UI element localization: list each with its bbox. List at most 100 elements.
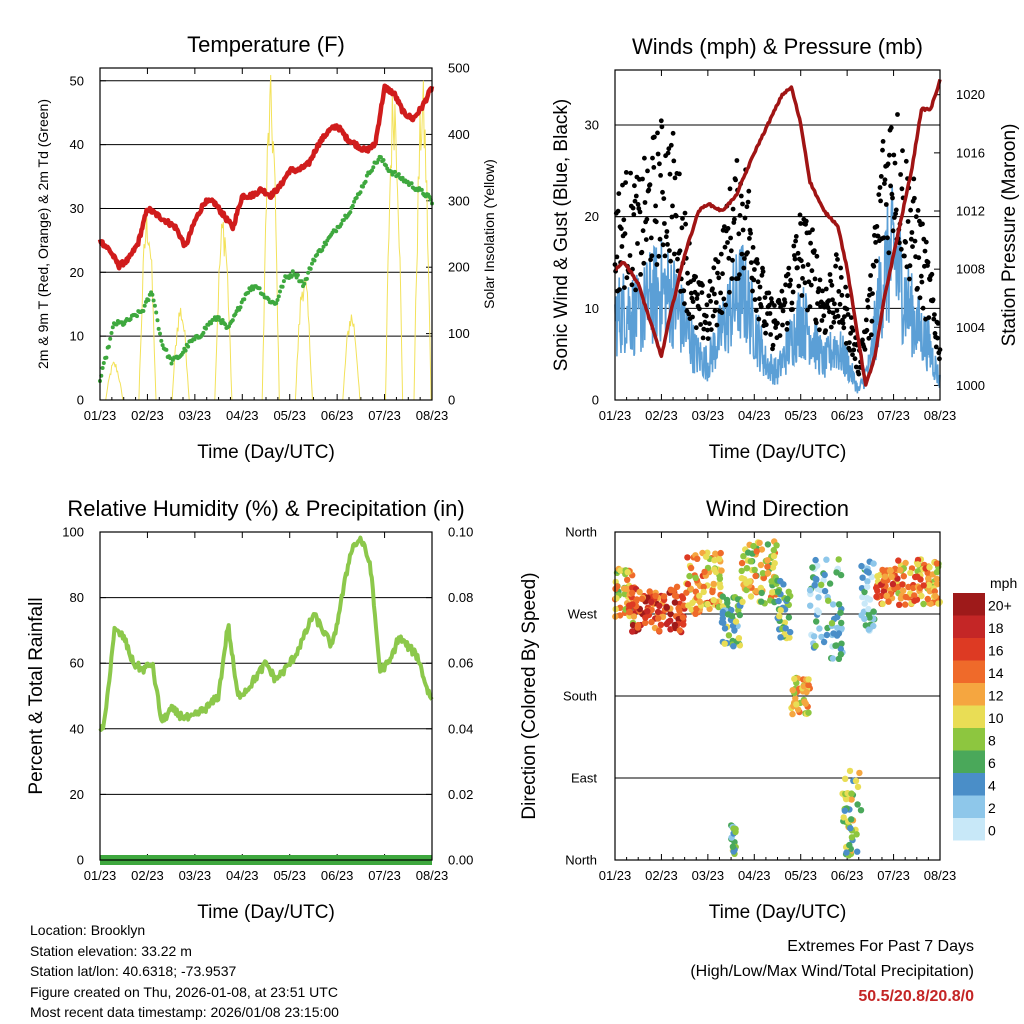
- dewpoint-point: [101, 361, 106, 365]
- gust-point: [783, 282, 788, 288]
- gust-point: [798, 258, 804, 264]
- gust-point: [707, 321, 712, 326]
- wind-direction-point: [743, 586, 750, 594]
- gust-point: [837, 301, 843, 307]
- wind-direction-point: [935, 600, 942, 607]
- gust-point: [733, 177, 738, 183]
- wind-direction-point: [684, 554, 691, 561]
- gust-point: [793, 234, 799, 239]
- wind-direction-point: [838, 619, 845, 627]
- gust-point: [643, 237, 649, 243]
- gust-point: [750, 245, 756, 250]
- wind-direction-point: [739, 598, 746, 605]
- gust-point: [779, 288, 785, 294]
- wind-direction-point: [675, 605, 682, 612]
- wind-direction-point: [863, 568, 871, 575]
- solar-insolation-spike: [214, 221, 233, 401]
- x-tick-label: 04/23: [738, 408, 771, 423]
- gust-point: [912, 195, 917, 201]
- dewpoint-point: [230, 318, 235, 323]
- x-tick-label: 07/23: [877, 408, 910, 423]
- gust-point: [758, 304, 764, 310]
- wind-direction-point: [821, 571, 828, 579]
- wind-direction-point: [757, 584, 765, 592]
- wind-direction-point: [731, 627, 738, 634]
- gust-point: [645, 168, 650, 174]
- gust-point: [903, 158, 909, 164]
- chart-title: Temperature (F): [187, 32, 345, 57]
- gust-point: [825, 305, 831, 311]
- dewpoint-point: [378, 155, 383, 160]
- gust-point: [745, 199, 751, 205]
- gust-point: [835, 313, 841, 319]
- wind-direction-point: [686, 572, 693, 580]
- gust-point: [757, 284, 763, 290]
- gust-point: [830, 310, 836, 316]
- gust-point: [780, 308, 786, 314]
- dewpoint-point: [361, 184, 365, 189]
- chart-title: Relative Humidity (%) & Precipitation (i…: [67, 496, 464, 521]
- gust-point: [802, 280, 808, 286]
- dewpoint-point: [183, 348, 188, 353]
- gust-point: [790, 307, 795, 312]
- gust-point: [635, 241, 640, 246]
- x-tick-label: 01/23: [599, 868, 632, 883]
- gust-point: [911, 176, 917, 182]
- wind-direction-point: [784, 595, 791, 603]
- wind-direction-point: [848, 834, 856, 841]
- dewpoint-point: [106, 344, 111, 349]
- x-tick-label: 06/23: [321, 868, 354, 883]
- solar-insolation-spike: [385, 93, 404, 401]
- gust-point: [621, 217, 627, 223]
- gust-point: [711, 265, 717, 271]
- wind-direction-point: [874, 573, 881, 580]
- dewpoint-point: [312, 258, 317, 263]
- wind-direction-point: [899, 581, 906, 588]
- gust-point: [808, 282, 814, 288]
- gust-point: [669, 214, 675, 220]
- gust-point: [668, 258, 673, 264]
- dewpoint-point: [220, 318, 225, 322]
- gust-point: [728, 235, 733, 241]
- gust-point: [706, 293, 712, 299]
- solar-insolation-spike: [261, 74, 280, 401]
- wind-direction-point: [902, 559, 909, 567]
- gust-point: [718, 290, 723, 296]
- solar-insolation-spike: [171, 307, 190, 401]
- gust-point: [922, 248, 928, 254]
- wind-direction-point: [789, 687, 796, 694]
- dewpoint-point: [109, 331, 114, 335]
- dewpoint-point: [150, 292, 155, 297]
- wind-direction-point: [738, 575, 745, 582]
- x-tick-label: 03/23: [692, 408, 725, 423]
- wind-direction-point: [701, 568, 708, 576]
- gust-point: [752, 267, 757, 272]
- y-tick-label: 40: [70, 721, 84, 736]
- gust-point: [820, 288, 825, 294]
- wind-direction-point: [710, 597, 717, 604]
- wind-direction-point: [897, 566, 904, 574]
- wind-direction-point: [683, 589, 690, 596]
- wind-direction-point: [806, 587, 814, 594]
- gust-point: [798, 221, 803, 226]
- solar-insolation-spike: [413, 80, 432, 401]
- gust-point: [852, 356, 858, 362]
- gust-point: [785, 271, 791, 277]
- gust-point: [815, 301, 820, 306]
- gust-point: [819, 318, 825, 323]
- y-tick-label-right: 400: [448, 127, 470, 142]
- gust-point: [903, 239, 908, 245]
- wind-direction-point: [920, 582, 927, 589]
- gust-point: [682, 301, 687, 307]
- wind-direction-point: [629, 628, 636, 635]
- gust-point: [641, 260, 647, 266]
- wind-direction-point: [764, 541, 772, 548]
- dewpoint-point: [251, 287, 256, 292]
- wind-direction-point: [861, 588, 868, 596]
- gust-point: [878, 198, 883, 204]
- y-tick-label-right: 0.00: [448, 853, 473, 868]
- gust-point: [656, 253, 662, 259]
- gust-point: [677, 171, 682, 177]
- wind-direction-point: [829, 601, 837, 608]
- wind-direction-point: [770, 552, 778, 560]
